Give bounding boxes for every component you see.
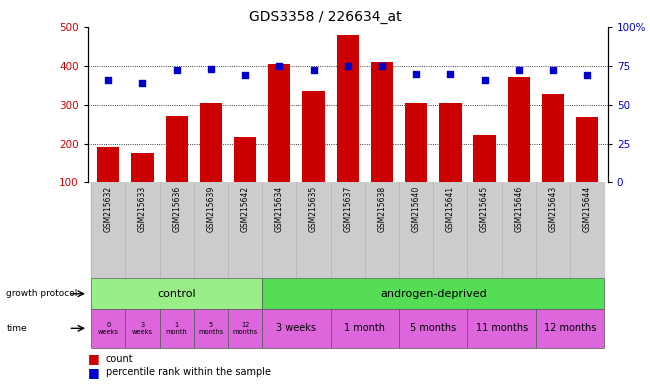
Bar [502, 182, 536, 278]
Point [514, 67, 524, 73]
Text: GSM215632: GSM215632 [104, 186, 113, 232]
Text: 11 months: 11 months [476, 323, 528, 333]
Bar [91, 182, 125, 278]
Text: 12
months: 12 months [233, 322, 258, 335]
Bar [467, 182, 502, 278]
Bar [570, 182, 604, 278]
Point [480, 77, 490, 83]
Text: ■: ■ [88, 353, 99, 366]
Bar [262, 182, 296, 278]
Bar [473, 135, 496, 221]
Bar [365, 182, 399, 278]
Text: GSM215643: GSM215643 [549, 186, 558, 232]
Text: 5 months: 5 months [410, 323, 456, 333]
Text: 12 months: 12 months [544, 323, 596, 333]
Text: control: control [157, 289, 196, 299]
Bar [200, 103, 222, 221]
Text: 0
weeks: 0 weeks [98, 322, 119, 335]
Text: 5
months: 5 months [198, 322, 224, 335]
Bar [97, 147, 120, 221]
Text: ■: ■ [88, 366, 99, 379]
Point [274, 63, 285, 69]
Text: GSM215637: GSM215637 [343, 186, 352, 232]
Bar [228, 182, 262, 278]
Text: GSM215639: GSM215639 [207, 186, 215, 232]
Text: GSM215640: GSM215640 [411, 186, 421, 232]
Bar [399, 182, 434, 278]
Bar [405, 103, 427, 221]
Bar [337, 35, 359, 221]
Point [343, 63, 353, 69]
Point [308, 67, 318, 73]
Bar [296, 182, 331, 278]
Bar [331, 182, 365, 278]
Point [205, 66, 216, 72]
Point [240, 72, 250, 78]
Bar [194, 182, 228, 278]
Point [582, 72, 592, 78]
Text: GSM215635: GSM215635 [309, 186, 318, 232]
Text: GSM215636: GSM215636 [172, 186, 181, 232]
Point [548, 67, 558, 73]
Bar [536, 182, 570, 278]
Bar [160, 182, 194, 278]
Text: 1
month: 1 month [166, 322, 188, 335]
Text: 1 month: 1 month [344, 323, 385, 333]
Text: growth protocol: growth protocol [6, 289, 78, 298]
Text: GSM215645: GSM215645 [480, 186, 489, 232]
Text: GDS3358 / 226634_at: GDS3358 / 226634_at [249, 10, 401, 24]
Bar [268, 64, 291, 221]
Point [103, 77, 114, 83]
Text: GSM215642: GSM215642 [240, 186, 250, 232]
Point [411, 71, 421, 77]
Text: 3 weeks: 3 weeks [276, 323, 317, 333]
Text: GSM215634: GSM215634 [275, 186, 284, 232]
Text: GSM215633: GSM215633 [138, 186, 147, 232]
Point [137, 80, 148, 86]
Bar [508, 78, 530, 221]
Text: 3
weeks: 3 weeks [132, 322, 153, 335]
Text: count: count [106, 354, 134, 364]
Bar [234, 137, 256, 221]
Bar [125, 182, 160, 278]
Point [445, 71, 456, 77]
Bar [434, 182, 467, 278]
Text: GSM215641: GSM215641 [446, 186, 455, 232]
Bar [302, 91, 324, 221]
Text: percentile rank within the sample: percentile rank within the sample [106, 367, 271, 377]
Point [172, 67, 182, 73]
Point [377, 63, 387, 69]
Bar [439, 103, 462, 221]
Text: GSM215646: GSM215646 [514, 186, 523, 232]
Text: time: time [6, 324, 27, 333]
Bar [542, 94, 564, 221]
Bar [371, 62, 393, 221]
Text: androgen-deprived: androgen-deprived [380, 289, 487, 299]
Bar [131, 153, 153, 221]
Bar [576, 117, 599, 221]
Text: GSM215638: GSM215638 [378, 186, 387, 232]
Bar [166, 116, 188, 221]
Text: GSM215644: GSM215644 [582, 186, 592, 232]
